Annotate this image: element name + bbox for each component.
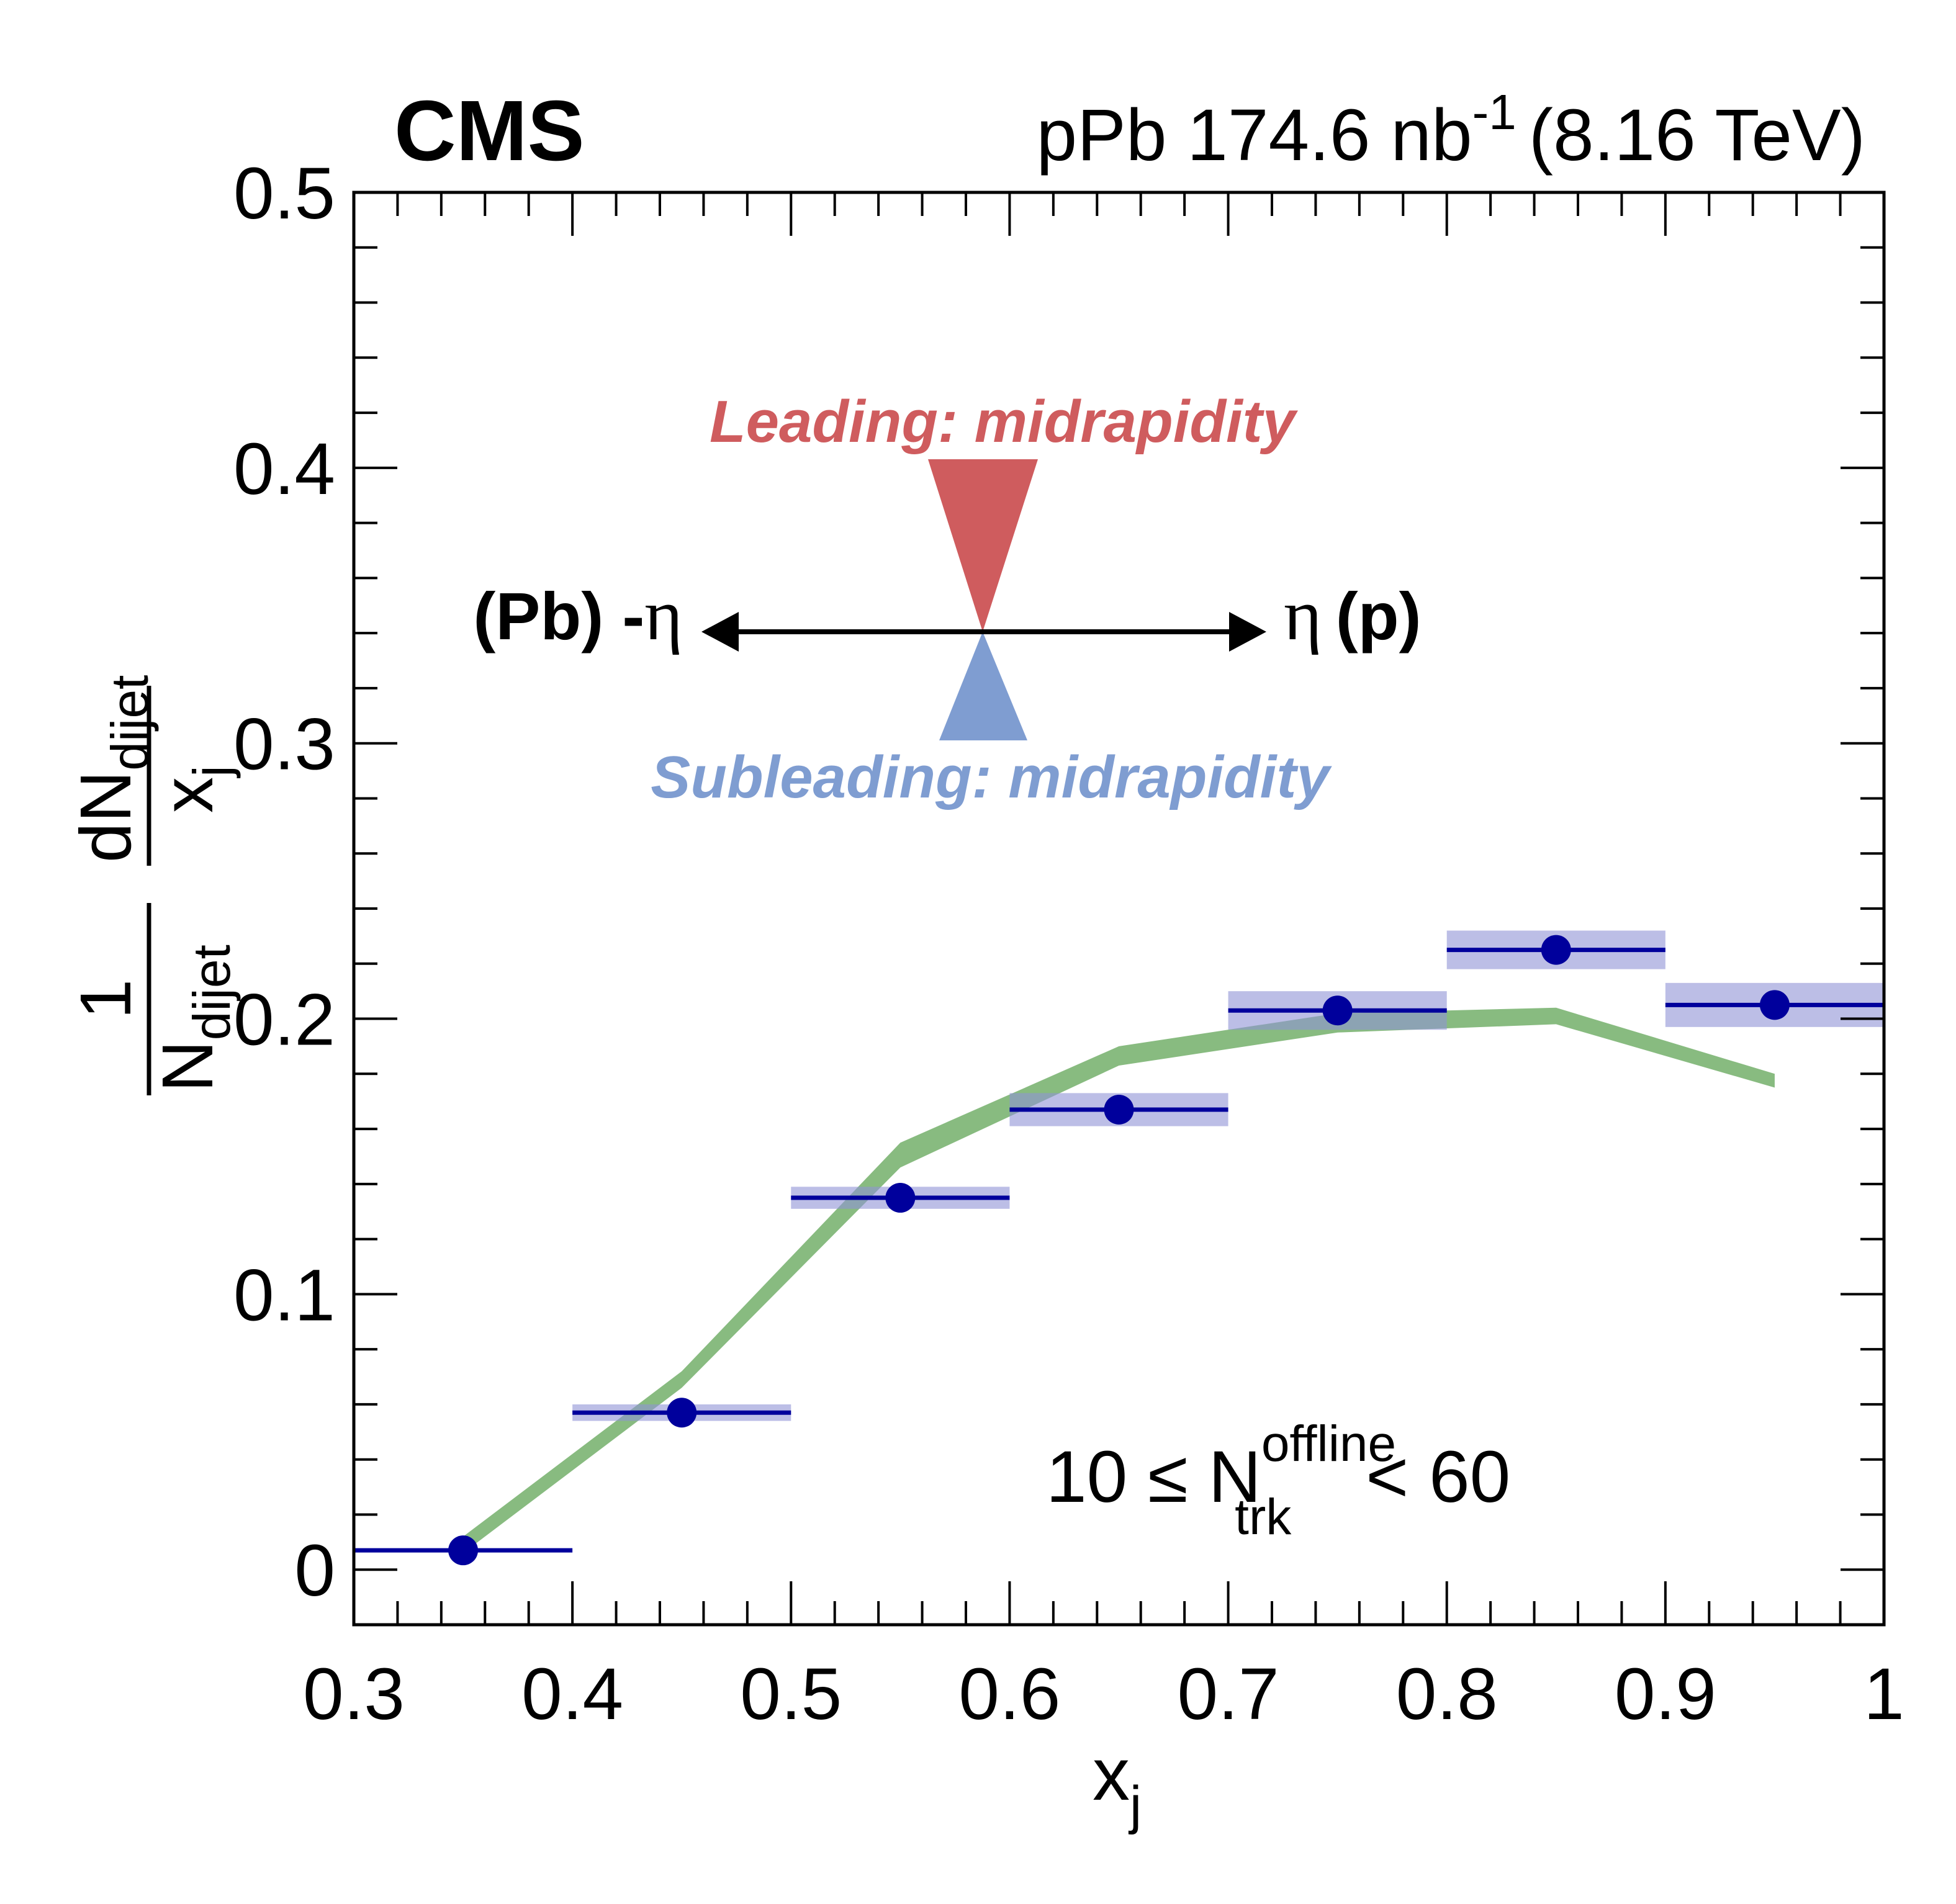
eta-axis-left-arrow [701,612,739,652]
data-point-4 [1322,995,1353,1026]
y-title-dn: dNdijet [65,675,159,863]
axis-tick-labels: 0.3 0.4 0.5 0.6 0.7 0.8 0.9 1 0 0.1 0.2 0.3 0.4 0.5 [233,153,1904,1735]
data-point-1 [667,1398,697,1428]
y-tick-label-0: 0 [294,1530,335,1612]
x-tick-label-3: 0.6 [958,1653,1060,1735]
energy-text: (8.16 TeV) [1529,94,1865,176]
y-title-xj: xj [147,765,241,813]
x-tick-label-0: 0.3 [303,1653,405,1735]
y-tick-label-3: 0.3 [233,704,335,786]
data-point-2 [885,1183,916,1213]
x-tick-label-5: 0.8 [1396,1653,1498,1735]
y-tick-label-1: 0.1 [233,1254,335,1336]
data-point-5 [1541,935,1571,965]
x-tick-label-6: 0.9 [1615,1653,1716,1735]
luminosity-label: pPb 174.6 nb-1 (8.16 TeV) [1037,84,1865,176]
y-axis-title: 1 Ndijet dNdijet xj [65,675,241,1095]
experiment-label: CMS [394,83,585,179]
system-text: pPb 174.6 nb [1037,94,1472,176]
x-tick-label-1: 0.4 [521,1653,623,1735]
x-tick-label-2: 0.5 [740,1653,842,1735]
y-tick-label-4: 0.4 [233,428,335,510]
subleading-jet-cone [939,632,1027,740]
eta-axis-right-arrow [1229,612,1266,652]
subleading-label: Subleading: midrapidity [651,744,1332,811]
data-point-6 [1759,990,1790,1020]
x-tick-label-4: 0.7 [1178,1653,1279,1735]
eta-left-label: (Pb) -η [473,574,683,655]
y-title-n: Ndijet [147,945,241,1092]
y-tick-label-2: 0.2 [233,979,335,1061]
leading-jet-cone [928,459,1038,632]
y-tick-label-5: 0.5 [233,153,335,235]
eta-right-label: η (p) [1284,574,1422,655]
data-points [448,935,1790,1566]
leading-label: Leading: midrapidity [710,388,1299,455]
data-point-3 [1104,1095,1134,1125]
lumi-exponent: -1 [1472,84,1517,140]
data-point-0 [448,1535,479,1566]
x-axis-title: xj [1093,1733,1142,1835]
rapidity-diagram: Leading: midrapidity (Pb) -η η (p) Sublea… [473,388,1421,811]
axis-ticks [353,191,1885,1625]
y-title-one: 1 [65,979,146,1020]
x-tick-label-7: 1 [1864,1653,1904,1735]
multiplicity-annotation: 10 ≤ Noffline trk < 60 [1046,1416,1510,1545]
